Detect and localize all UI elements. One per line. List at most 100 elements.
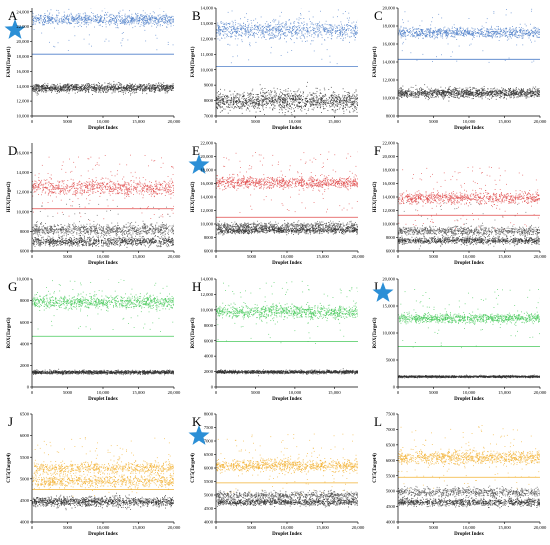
y-tick-label: 5000 — [204, 493, 214, 498]
y-tick-label: 20,000 — [382, 6, 395, 12]
droplet-points — [398, 8, 540, 102]
x-tick-label: 10,000 — [97, 525, 110, 531]
y-tick-label: 10,000 — [200, 307, 213, 313]
panel-J: J 4000 4500 5000 5500 6000 6500 0 5000 10,000 15,0… — [7, 412, 181, 537]
panel-letter: H — [192, 279, 201, 294]
x-tick-label: 0 — [215, 119, 218, 124]
y-axis-label: HEX(Target2) — [191, 181, 196, 212]
panel-G: G 0 2000 4000 6000 8000 10,000 0 5000 10,000 15,00… — [7, 277, 181, 402]
y-tick-label: 12,000 — [16, 99, 29, 105]
droplet-points — [398, 289, 540, 379]
x-axis-label: Droplet Index — [454, 397, 484, 402]
panel-L: L 4000 4500 5000 5500 6000 6500 7000 7500 0 5000 10… — [373, 412, 547, 537]
y-tick-label: 8000 — [204, 235, 214, 240]
x-tick-label: 20,000 — [534, 390, 547, 396]
y-tick-label: 8000 — [386, 235, 396, 240]
y-tick-label: 12,000 — [16, 190, 29, 196]
y-tick-label: 8000 — [20, 298, 30, 303]
x-tick-label: 5000 — [63, 119, 73, 124]
y-tick-label: 14,000 — [16, 84, 29, 90]
x-tick-label: 10,000 — [97, 119, 110, 125]
panel-C: C 8000 10,000 12,000 14,000 16,000 18,000 20,00… — [373, 6, 547, 131]
y-tick-label: 15,000 — [382, 304, 395, 310]
x-tick-label: 10,000 — [463, 525, 476, 531]
panel-letter: I — [374, 279, 378, 294]
panel-I: I 0 5000 10,000 15,000 20,000 0 5000 10,000 15,00… — [372, 277, 547, 402]
y-tick-label: 5000 — [386, 358, 396, 363]
x-axis-label: Droplet Index — [272, 397, 302, 402]
y-tick-label: 5500 — [386, 473, 396, 478]
y-axis-label: CY5(Target4) — [373, 453, 378, 483]
panel-letter: G — [8, 279, 17, 294]
y-tick-label: 8000 — [386, 114, 396, 119]
x-tick-label: 0 — [215, 390, 218, 395]
x-tick-label: 20,000 — [352, 525, 365, 531]
x-tick-label: 15,000 — [498, 525, 511, 531]
droplet-points — [32, 437, 174, 511]
x-tick-label: 20,000 — [534, 119, 547, 125]
x-tick-label: 5000 — [429, 254, 439, 259]
x-tick-label: 15,000 — [132, 390, 145, 396]
y-tick-label: 2000 — [204, 369, 214, 374]
y-tick-label: 4000 — [204, 354, 214, 359]
y-tick-label: 6000 — [204, 338, 214, 343]
x-axis-label: Droplet Index — [272, 532, 302, 537]
y-tick-label: 10,000 — [382, 331, 395, 337]
x-tick-label: 10,000 — [463, 254, 476, 260]
y-tick-label: 16,000 — [16, 69, 29, 75]
y-axis-label: CY5(Target4) — [191, 453, 196, 483]
y-tick-label: 10,000 — [16, 114, 29, 120]
x-tick-label: 0 — [397, 390, 400, 395]
x-tick-label: 5000 — [429, 119, 439, 124]
x-tick-label: 10,000 — [281, 525, 294, 531]
x-tick-label: 20,000 — [168, 525, 181, 531]
x-tick-label: 0 — [31, 390, 34, 395]
x-tick-label: 20,000 — [168, 390, 181, 396]
x-axis-label: Droplet Index — [88, 397, 118, 402]
y-tick-label: 8000 — [204, 323, 214, 328]
y-tick-label: 22,000 — [16, 24, 29, 30]
y-tick-label: 11,000 — [201, 52, 214, 58]
y-tick-label: 7000 — [204, 439, 214, 444]
y-tick-label: 6500 — [386, 442, 396, 447]
y-tick-label: 14,000 — [200, 6, 213, 12]
x-tick-label: 15,000 — [316, 525, 329, 531]
y-tick-label: 12,000 — [382, 78, 395, 84]
y-tick-label: 20,000 — [200, 154, 213, 160]
droplet-points — [398, 166, 540, 251]
x-tick-label: 0 — [397, 119, 400, 124]
x-tick-label: 15,000 — [498, 119, 511, 125]
y-tick-label: 22,000 — [382, 141, 395, 147]
y-tick-label: 8000 — [204, 412, 214, 417]
y-tick-label: 22,000 — [200, 141, 213, 147]
y-tick-label: 18,000 — [16, 54, 29, 60]
x-tick-label: 0 — [215, 254, 218, 259]
y-tick-label: 7500 — [386, 412, 396, 417]
y-tick-label: 14,000 — [16, 170, 29, 176]
y-tick-label: 4000 — [20, 341, 30, 346]
y-tick-label: 18,000 — [200, 168, 213, 174]
panel-letter: B — [192, 8, 201, 23]
panel-letter: F — [374, 143, 381, 158]
y-tick-label: 4000 — [204, 520, 214, 525]
y-tick-label: 6000 — [386, 458, 396, 463]
x-tick-label: 15,000 — [132, 254, 145, 260]
x-tick-label: 10,000 — [289, 390, 302, 396]
y-axis-label: ROX(Target3) — [373, 317, 378, 348]
droplet-points — [32, 8, 174, 96]
x-axis-label: Droplet Index — [272, 261, 302, 266]
y-tick-label: 6000 — [204, 466, 214, 471]
panel-letter: J — [8, 414, 13, 429]
x-tick-label: 5000 — [63, 254, 73, 259]
x-tick-label: 10,000 — [97, 390, 110, 396]
x-tick-label: 5000 — [429, 390, 439, 395]
droplet-points — [32, 279, 174, 376]
y-tick-label: 14,000 — [382, 195, 395, 201]
y-tick-label: 20,000 — [16, 39, 29, 45]
x-tick-label: 10,000 — [463, 119, 476, 125]
star-icon — [188, 154, 210, 174]
x-tick-label: 10,000 — [463, 390, 476, 396]
y-axis-label: FAM(Target1) — [373, 46, 378, 77]
y-tick-label: 4500 — [204, 506, 214, 511]
y-axis-label: FAM(Target1) — [191, 46, 196, 77]
